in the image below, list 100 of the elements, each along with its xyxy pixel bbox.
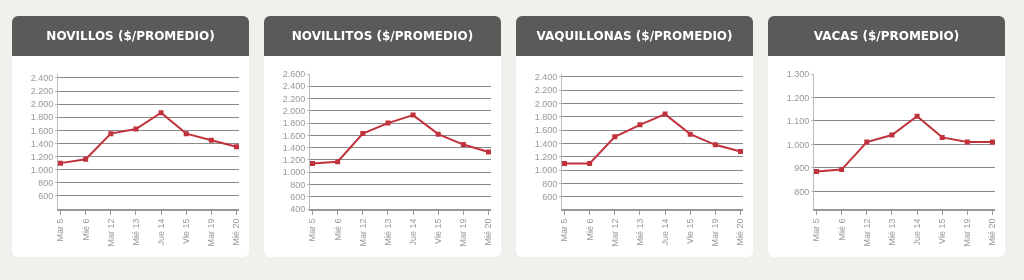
y-tick-label: 1.400: [30, 138, 54, 149]
point: [435, 131, 441, 137]
y-tick-label: 600: [542, 192, 558, 203]
y-tick-label: 800: [794, 186, 810, 197]
x-tick-label: Mié 6: [332, 218, 343, 241]
point: [939, 134, 945, 140]
y-tick-label: 2.000: [282, 105, 306, 116]
x-tick-label: Mar 19: [962, 218, 973, 247]
x-tick-label: Mar 19: [206, 218, 217, 247]
x-tick-label: Vie 15: [937, 218, 948, 244]
y-tick-label: 1.600: [30, 125, 54, 136]
y-tick-label: 2.400: [534, 71, 558, 82]
y-tick-label: 1.200: [30, 151, 54, 162]
y-tick-label: 1.000: [30, 164, 54, 175]
y-tick-label: 1.100: [786, 116, 810, 127]
point: [460, 142, 466, 148]
point: [914, 113, 920, 119]
x-tick-label: Mié 13: [130, 218, 141, 246]
point: [889, 132, 895, 138]
y-tick-label: 2.200: [282, 93, 306, 104]
point: [108, 131, 114, 137]
x-tick-label: Mié 20: [987, 218, 998, 246]
x-tick-label: Mié 6: [80, 218, 91, 241]
y-tick-label: 1.300: [786, 69, 810, 80]
point: [335, 159, 341, 165]
y-tick-label: 600: [290, 191, 306, 202]
point: [814, 168, 820, 174]
x-tick-label: Mié 13: [382, 218, 393, 246]
x-tick-label: Mié 13: [886, 218, 897, 246]
y-tick-label: 1.400: [282, 142, 306, 153]
y-tick-label: 400: [290, 204, 306, 215]
point: [310, 161, 316, 167]
x-tick-label: Jue 14: [911, 218, 922, 246]
x-tick-label: Jue 14: [407, 218, 418, 246]
x-tick-label: Vie 15: [433, 218, 444, 244]
point: [989, 139, 995, 145]
y-tick-label: 900: [794, 163, 810, 174]
point: [158, 110, 164, 116]
y-tick-label: 1.800: [282, 118, 306, 129]
x-tick-label: Vie 15: [181, 218, 192, 244]
x-tick-label: Jue 14: [156, 218, 166, 246]
x-tick-label: Mar 12: [861, 218, 872, 247]
point: [839, 167, 845, 173]
point: [183, 131, 189, 137]
point: [562, 161, 568, 167]
y-tick-label: 600: [38, 191, 54, 202]
y-tick-label: 1.600: [534, 125, 558, 136]
point: [587, 161, 593, 167]
y-tick-label: 2.400: [282, 81, 306, 92]
chart-title: NOVILLOS ($/PROMEDIO): [12, 16, 249, 56]
y-tick-label: 800: [38, 177, 54, 188]
x-tick-label: Mié 20: [483, 218, 494, 246]
y-tick-label: 1.200: [786, 92, 810, 103]
point: [662, 111, 668, 117]
point: [687, 131, 693, 137]
point: [964, 139, 970, 145]
chart-title: VAQUILLONAS ($/PROMEDIO): [516, 16, 753, 56]
y-tick-label: 1.800: [534, 111, 558, 122]
x-tick-label: Mar 12: [609, 218, 620, 247]
y-tick-label: 1.600: [282, 130, 306, 141]
x-tick-label: Mié 6: [836, 218, 847, 241]
y-tick-label: 2.200: [534, 85, 558, 96]
point: [737, 149, 743, 155]
point: [83, 156, 89, 162]
x-tick-label: Mar 5: [55, 218, 66, 242]
y-tick-label: 1.400: [534, 138, 558, 149]
y-tick-label: 1.000: [282, 167, 306, 178]
point: [360, 131, 366, 137]
y-tick-label: 2.200: [30, 86, 54, 97]
y-tick-label: 2.000: [534, 98, 558, 109]
x-tick-label: Mié 20: [231, 218, 242, 246]
point: [233, 144, 239, 150]
x-tick-label: Mié 20: [735, 218, 746, 246]
point: [410, 112, 416, 118]
x-tick-label: Mar 5: [559, 218, 570, 242]
x-tick-label: Mar 19: [458, 218, 469, 247]
y-tick-label: 1.800: [30, 112, 54, 123]
point: [385, 120, 391, 126]
y-tick-label: 800: [290, 179, 306, 190]
y-tick-label: 2.000: [30, 99, 54, 110]
y-tick-label: 1.000: [534, 165, 558, 176]
point: [637, 122, 643, 128]
x-tick-label: Mar 19: [710, 218, 721, 247]
x-tick-label: Mar 5: [811, 218, 822, 242]
point: [485, 149, 491, 155]
y-tick-label: 1.000: [786, 139, 810, 150]
x-tick-label: Jue 14: [659, 218, 670, 246]
x-tick-label: Vie 15: [685, 218, 696, 244]
x-tick-label: Mar 5: [307, 218, 318, 242]
x-tick-label: Mar 12: [357, 218, 368, 247]
point: [133, 126, 139, 132]
chart-title: VACAS ($/PROMEDIO): [768, 16, 1005, 56]
y-tick-label: 2.400: [30, 73, 54, 84]
chart-title: NOVILLITOS ($/PROMEDIO): [264, 16, 501, 56]
x-tick-label: Mié 13: [634, 218, 645, 246]
point: [712, 142, 718, 148]
point: [208, 137, 214, 143]
point: [58, 160, 64, 166]
point: [864, 139, 870, 145]
y-tick-label: 2.600: [282, 69, 306, 80]
